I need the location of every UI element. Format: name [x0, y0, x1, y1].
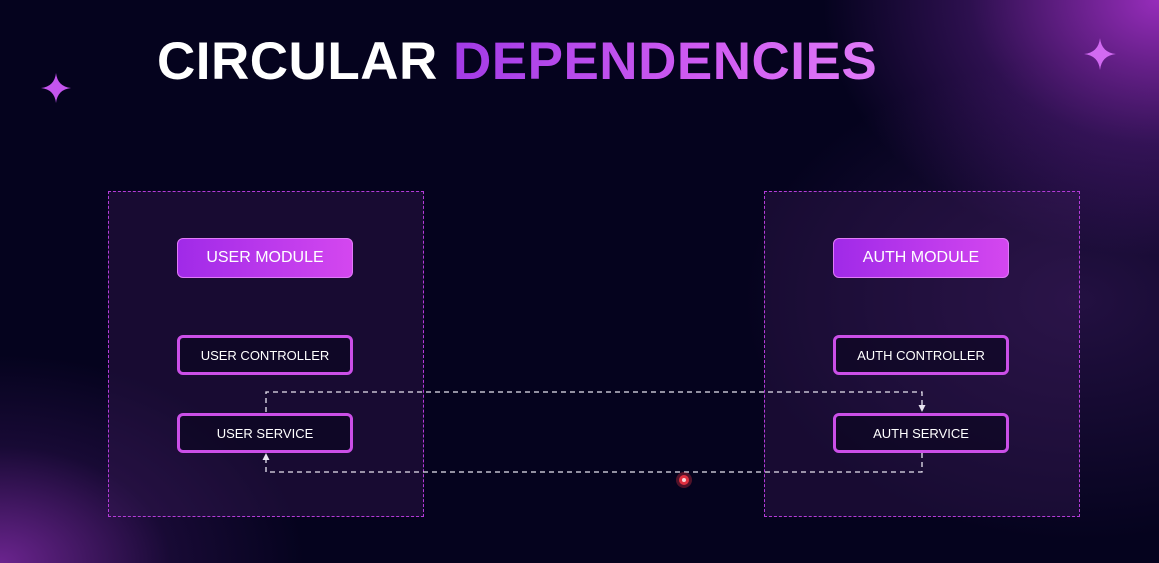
auth-to-user-arrow: [265, 453, 923, 473]
title-part-2: DEPENDENCIES: [452, 32, 878, 91]
auth-controller-box[interactable]: AUTH CONTROLLER: [833, 335, 1009, 375]
user-to-auth-arrow: [265, 391, 923, 412]
auth-module-header[interactable]: AUTH MODULE: [833, 238, 1009, 278]
arrowhead-icon: [262, 453, 270, 460]
title-part-1: CIRCULAR: [157, 32, 438, 91]
sparkle-icon: [41, 73, 71, 103]
slide-title: CIRCULAR DEPENDENCIES: [157, 30, 877, 94]
arrowhead-icon: [918, 405, 926, 412]
cursor-indicator-icon: [676, 472, 692, 488]
user-controller-box[interactable]: USER CONTROLLER: [177, 335, 353, 375]
user-module-header[interactable]: USER MODULE: [177, 238, 353, 278]
user-service-box[interactable]: USER SERVICE: [177, 413, 353, 453]
sparkle-icon: [1084, 38, 1116, 70]
auth-service-box[interactable]: AUTH SERVICE: [833, 413, 1009, 453]
